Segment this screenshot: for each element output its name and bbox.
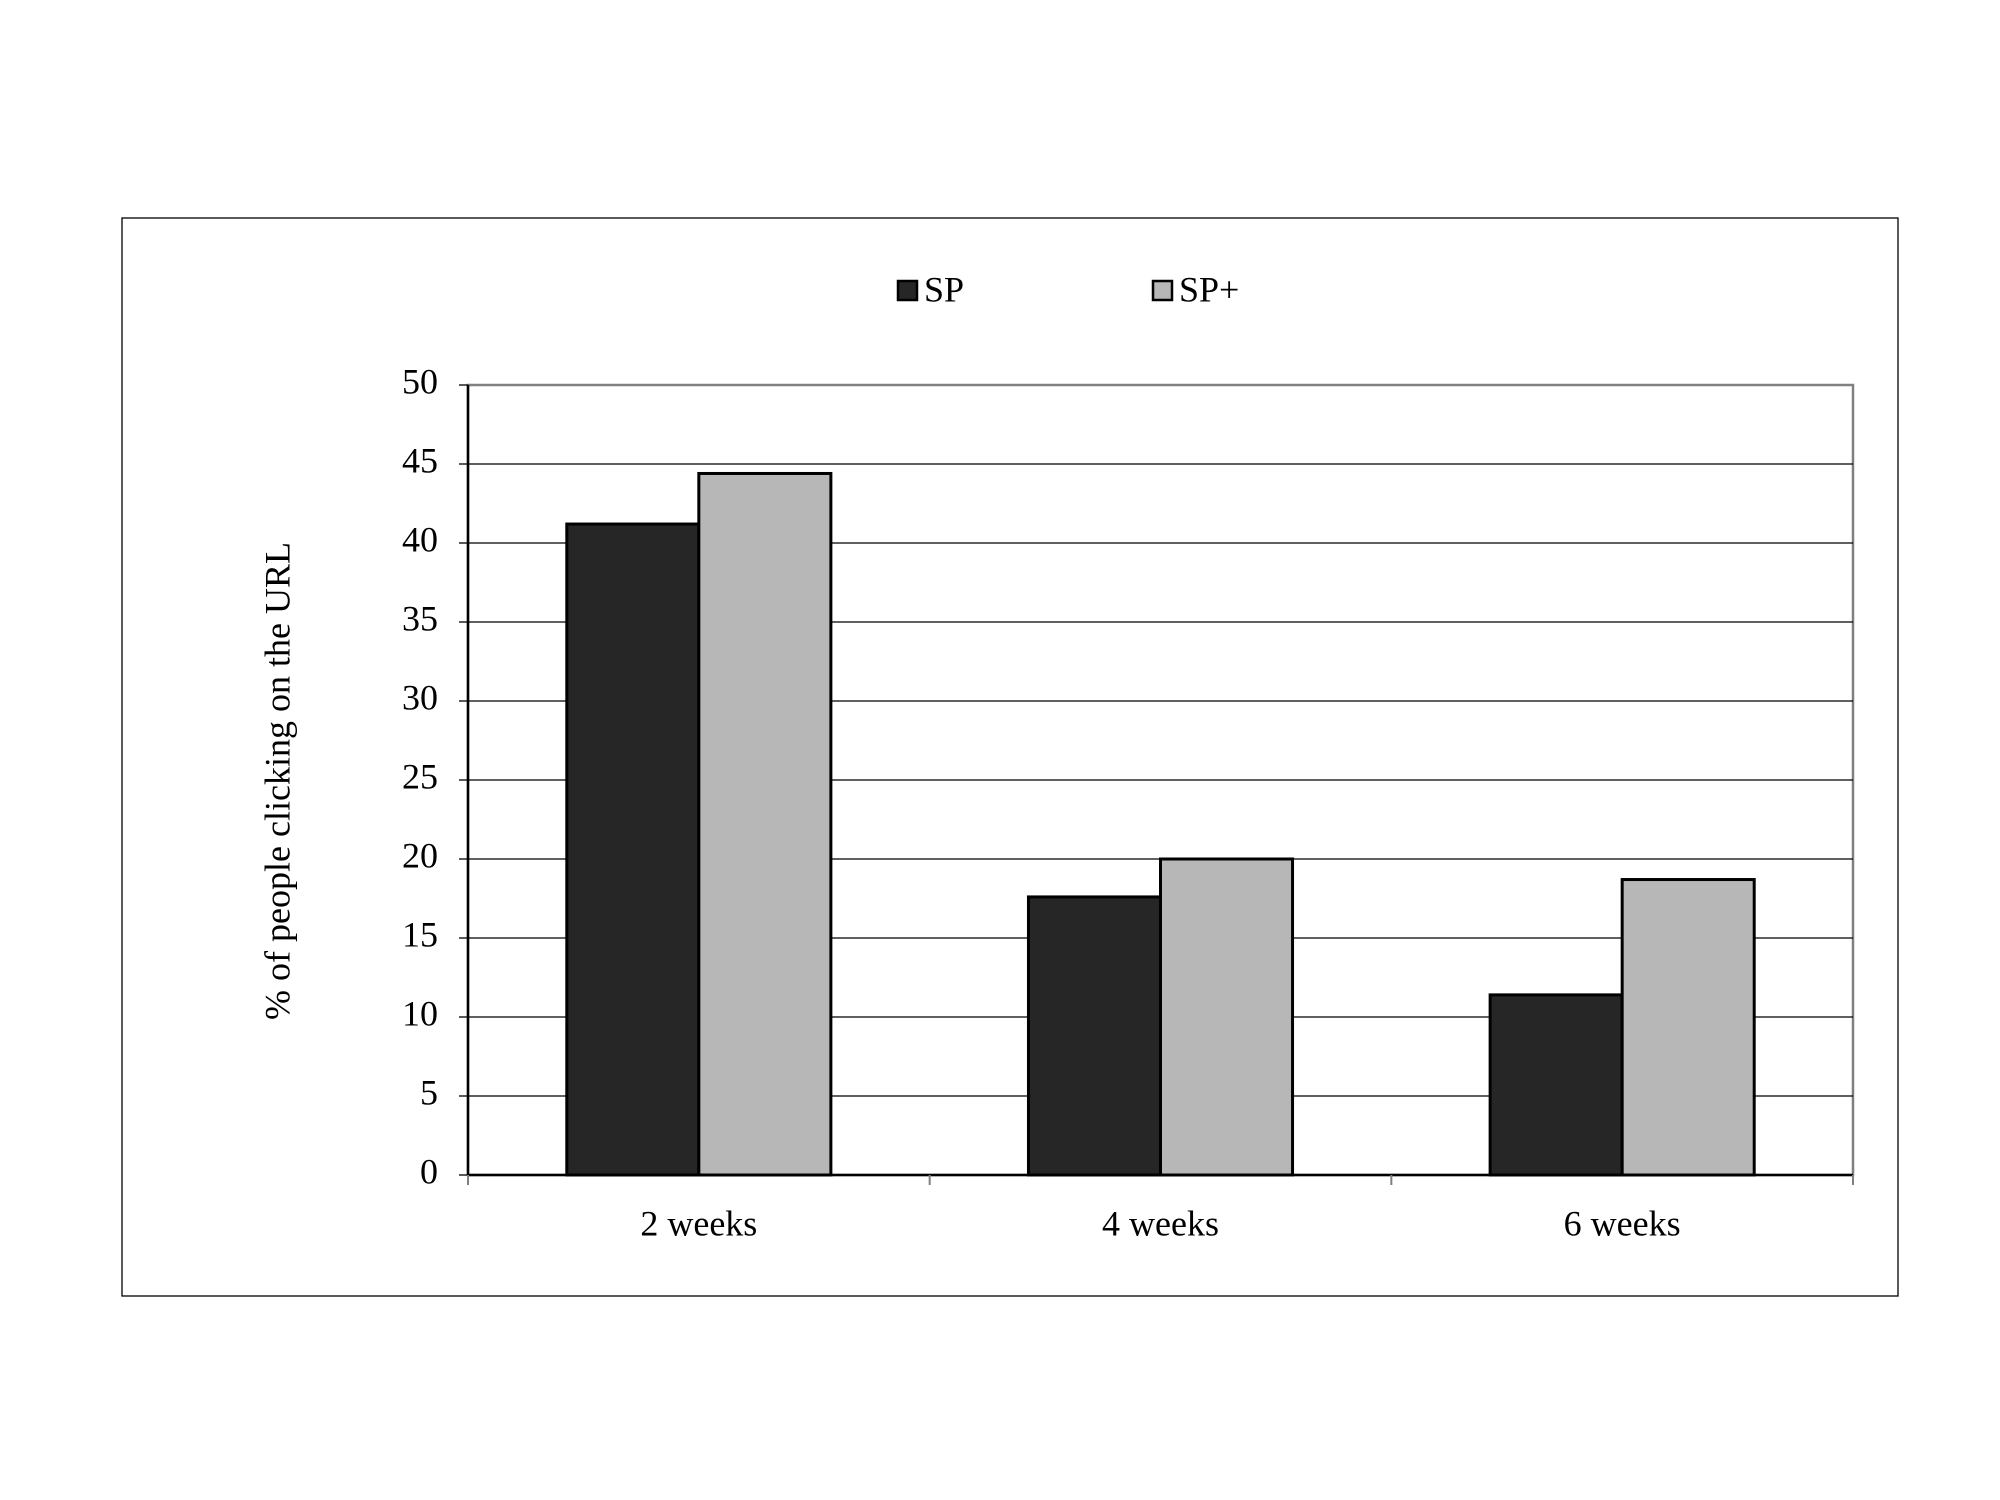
y-tick-label: 15 <box>402 914 438 954</box>
y-tick-label: 50 <box>402 361 438 401</box>
bar <box>565 522 701 1177</box>
legend-swatch <box>896 279 919 302</box>
y-tick-label: 20 <box>402 835 438 875</box>
x-tick-label: 2 weeks <box>640 1203 757 1243</box>
bar <box>1159 857 1295 1177</box>
y-tick-label: 0 <box>420 1151 438 1191</box>
y-tick-label: 35 <box>402 598 438 638</box>
y-tick-label: 45 <box>402 440 438 480</box>
y-axis-label: % of people clicking on the URL <box>257 542 297 1020</box>
legend-label: SP <box>924 269 964 309</box>
y-tick-label: 5 <box>420 1072 438 1112</box>
y-tick-label: 40 <box>402 519 438 559</box>
y-tick-label: 25 <box>402 756 438 796</box>
bar <box>1026 895 1163 1177</box>
legend-swatch <box>1151 279 1174 302</box>
x-tick-label: 4 weeks <box>1102 1203 1219 1243</box>
bar <box>697 471 833 1177</box>
bar <box>1488 993 1624 1177</box>
bar <box>1620 878 1756 1177</box>
legend-label: SP+ <box>1179 269 1239 309</box>
y-tick-label: 30 <box>402 677 438 717</box>
x-tick-label: 6 weeks <box>1564 1203 1681 1243</box>
y-tick-label: 10 <box>402 993 438 1033</box>
